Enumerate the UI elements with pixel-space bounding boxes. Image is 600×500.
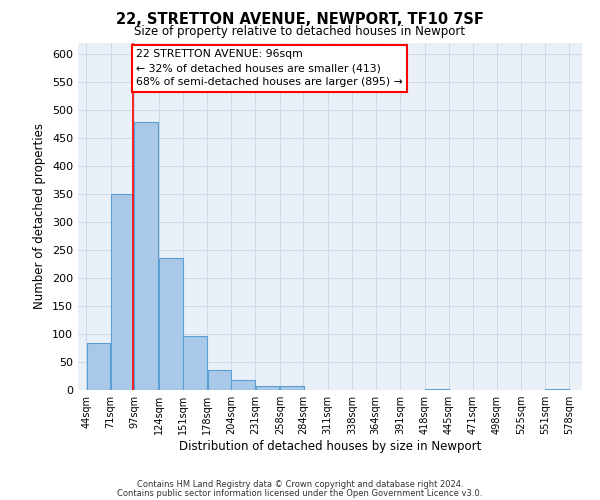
X-axis label: Distribution of detached houses by size in Newport: Distribution of detached houses by size … — [179, 440, 481, 453]
Bar — [256, 386, 280, 390]
Text: 22 STRETTON AVENUE: 96sqm
← 32% of detached houses are smaller (413)
68% of semi: 22 STRETTON AVENUE: 96sqm ← 32% of detac… — [136, 49, 403, 87]
Bar — [231, 380, 255, 390]
Text: 22, STRETTON AVENUE, NEWPORT, TF10 7SF: 22, STRETTON AVENUE, NEWPORT, TF10 7SF — [116, 12, 484, 28]
Bar — [86, 344, 110, 390]
Text: Contains HM Land Registry data © Crown copyright and database right 2024.: Contains HM Land Registry data © Crown c… — [137, 480, 463, 489]
Bar — [545, 389, 569, 390]
Y-axis label: Number of detached properties: Number of detached properties — [34, 123, 46, 309]
Text: Contains public sector information licensed under the Open Government Licence v3: Contains public sector information licen… — [118, 489, 482, 498]
Bar — [111, 194, 134, 390]
Bar — [184, 336, 207, 390]
Bar — [280, 386, 304, 390]
Bar — [425, 389, 449, 390]
Bar — [134, 122, 158, 390]
Bar — [208, 370, 232, 390]
Text: Size of property relative to detached houses in Newport: Size of property relative to detached ho… — [134, 25, 466, 38]
Bar — [159, 258, 182, 390]
